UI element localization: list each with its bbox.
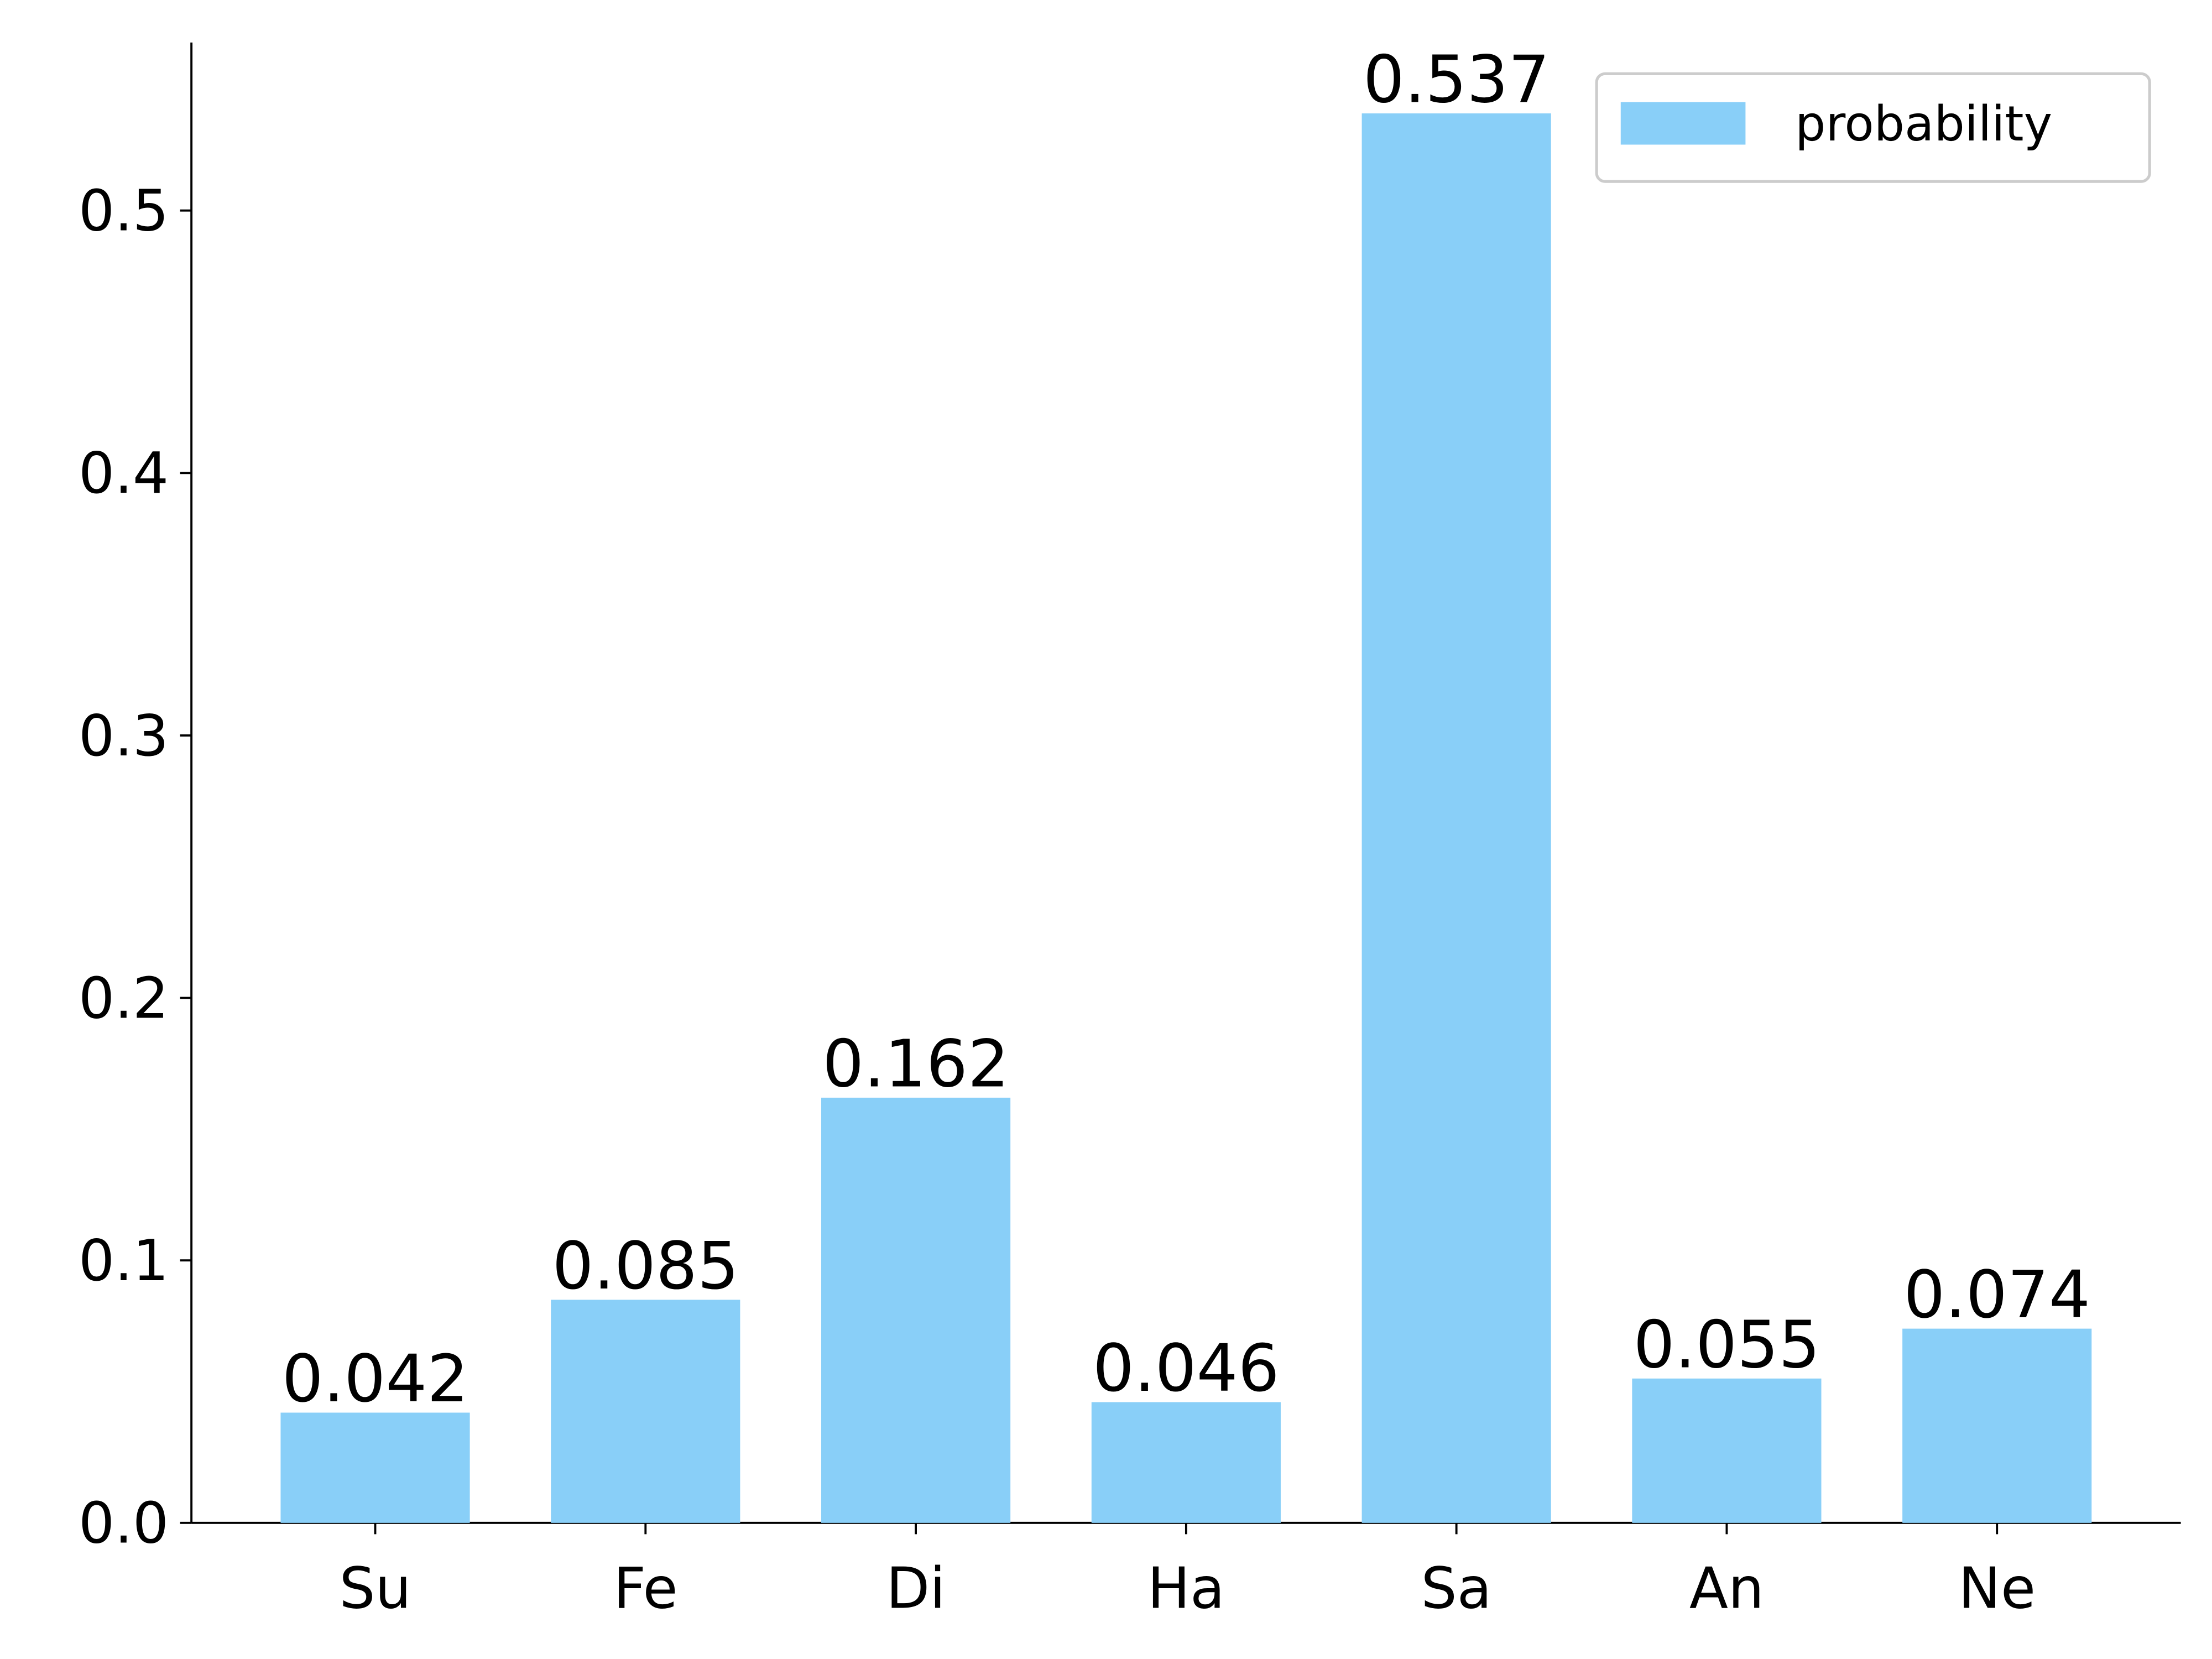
value-label: 0.537	[1363, 42, 1550, 118]
bar	[1902, 1328, 2092, 1523]
y-tick-label: 0.3	[79, 703, 169, 769]
y-tick-label: 0.1	[79, 1228, 169, 1294]
legend-box	[1595, 72, 2151, 183]
legend-swatch	[1620, 102, 1746, 145]
bar	[1091, 1402, 1281, 1523]
bar	[1361, 113, 1551, 1523]
value-label: 0.085	[552, 1228, 739, 1304]
x-tick-label: An	[1689, 1556, 1764, 1622]
x-tick-label: Ha	[1147, 1556, 1225, 1622]
x-tick-label: Sa	[1421, 1556, 1492, 1622]
x-tick-label: Di	[886, 1556, 945, 1622]
y-tick-label: 0.2	[79, 966, 169, 1031]
bar	[1632, 1378, 1822, 1523]
x-tick-label: Ne	[1958, 1556, 2036, 1622]
value-label: 0.046	[1093, 1331, 1280, 1406]
x-tick-label: Su	[339, 1556, 411, 1622]
value-label: 0.162	[822, 1026, 1009, 1102]
legend-label: probability	[1795, 96, 2052, 152]
value-label: 0.042	[282, 1341, 469, 1417]
x-tick-label: Fe	[613, 1556, 677, 1622]
y-tick-label: 0.5	[79, 179, 169, 244]
bar	[280, 1412, 470, 1523]
bar	[551, 1300, 740, 1523]
y-tick-label: 0.4	[79, 441, 169, 507]
value-label: 0.055	[1634, 1307, 1820, 1383]
y-tick-label: 0.0	[79, 1491, 169, 1557]
value-label: 0.074	[1903, 1257, 2090, 1333]
bar	[821, 1097, 1011, 1523]
